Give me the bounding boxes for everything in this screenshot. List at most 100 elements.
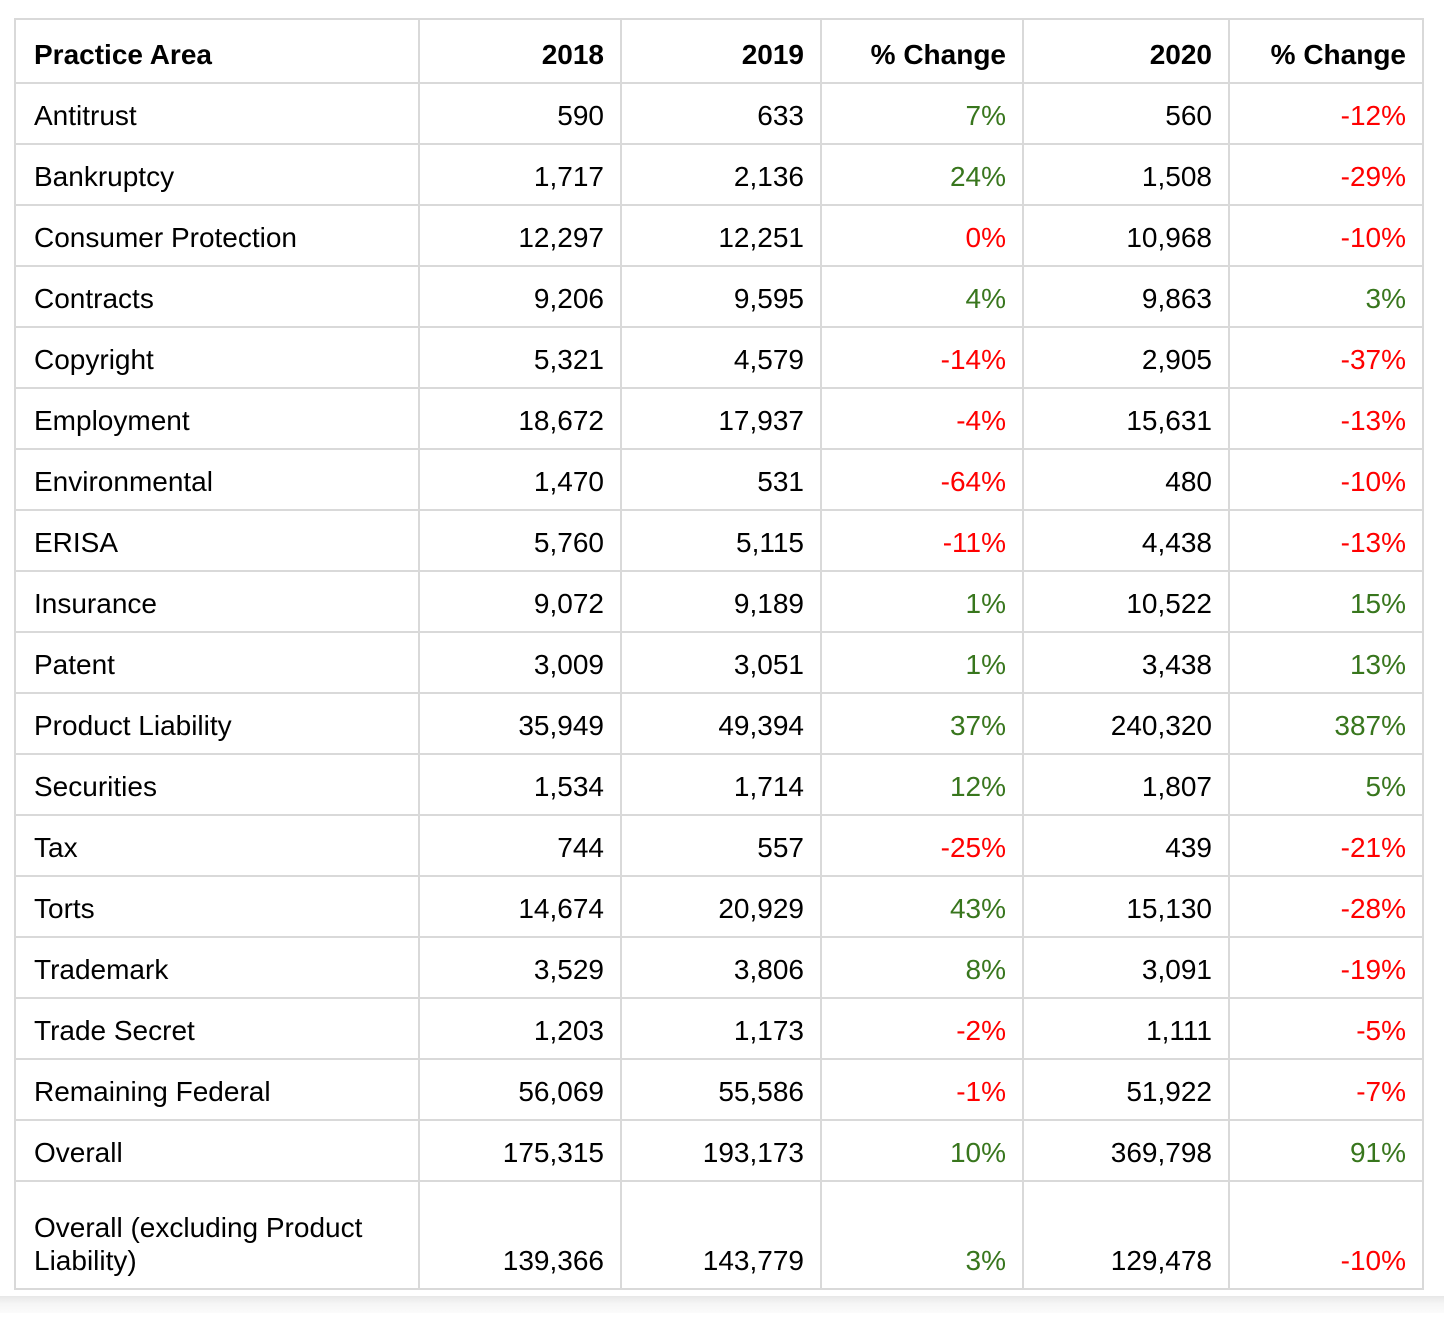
- practice-area-cell: Bankruptcy: [14, 143, 420, 206]
- value-2020-cell: 480: [1022, 448, 1230, 511]
- change-2020-cell: -10%: [1228, 448, 1424, 511]
- practice-area-cell: Environmental: [14, 448, 420, 511]
- change-2020-cell: -19%: [1228, 936, 1424, 999]
- value-2018-cell: 56,069: [418, 1058, 622, 1121]
- practice-area-table: Practice Area 2018 2019 % Change 2020 % …: [14, 18, 1424, 1290]
- change-2020-cell: 387%: [1228, 692, 1424, 755]
- value-2020-cell: 3,091: [1022, 936, 1230, 999]
- value-2019-cell: 193,173: [620, 1119, 822, 1182]
- table-row: Trademark 3,529 3,806 8% 3,091 -19%: [14, 936, 1424, 999]
- table-row: Overall 175,315 193,173 10% 369,798 91%: [14, 1119, 1424, 1182]
- value-2020-cell: 15,631: [1022, 387, 1230, 450]
- value-2018-cell: 5,321: [418, 326, 622, 389]
- value-2019-cell: 12,251: [620, 204, 822, 267]
- change-2019-cell: -25%: [820, 814, 1024, 877]
- value-2018-cell: 1,203: [418, 997, 622, 1060]
- value-2019-cell: 143,779: [620, 1180, 822, 1290]
- practice-area-cell: Remaining Federal: [14, 1058, 420, 1121]
- change-2020-cell: -12%: [1228, 82, 1424, 145]
- value-2020-cell: 129,478: [1022, 1180, 1230, 1290]
- value-2020-cell: 3,438: [1022, 631, 1230, 694]
- value-2018-cell: 35,949: [418, 692, 622, 755]
- value-2018-cell: 9,072: [418, 570, 622, 633]
- column-header-change-2019: % Change: [820, 18, 1024, 84]
- value-2018-cell: 175,315: [418, 1119, 622, 1182]
- value-2019-cell: 1,714: [620, 753, 822, 816]
- change-2019-cell: -11%: [820, 509, 1024, 572]
- value-2020-cell: 240,320: [1022, 692, 1230, 755]
- change-2020-cell: 5%: [1228, 753, 1424, 816]
- change-2020-cell: -10%: [1228, 1180, 1424, 1290]
- value-2019-cell: 20,929: [620, 875, 822, 938]
- change-2019-cell: 12%: [820, 753, 1024, 816]
- value-2020-cell: 1,807: [1022, 753, 1230, 816]
- value-2018-cell: 3,529: [418, 936, 622, 999]
- table-row: Antitrust 590 633 7% 560 -12%: [14, 82, 1424, 145]
- practice-area-cell: Torts: [14, 875, 420, 938]
- change-2019-cell: -1%: [820, 1058, 1024, 1121]
- value-2020-cell: 15,130: [1022, 875, 1230, 938]
- value-2018-cell: 1,534: [418, 753, 622, 816]
- value-2018-cell: 139,366: [418, 1180, 622, 1290]
- table-row: Product Liability 35,949 49,394 37% 240,320 3…: [14, 692, 1424, 755]
- table-header: Practice Area 2018 2019 % Change 2020 % …: [14, 18, 1424, 84]
- value-2019-cell: 17,937: [620, 387, 822, 450]
- practice-area-cell: Overall: [14, 1119, 420, 1182]
- change-2020-cell: 91%: [1228, 1119, 1424, 1182]
- change-2019-cell: -64%: [820, 448, 1024, 511]
- table-row: Consumer Protection 12,297 12,251 0% 10,968-…: [14, 204, 1424, 267]
- value-2018-cell: 3,009: [418, 631, 622, 694]
- practice-area-cell: Antitrust: [14, 82, 420, 145]
- change-2019-cell: 0%: [820, 204, 1024, 267]
- practice-area-cell: Insurance: [14, 570, 420, 633]
- value-2019-cell: 9,595: [620, 265, 822, 328]
- practice-area-cell: Overall (excluding Product Liability): [14, 1180, 420, 1290]
- change-2019-cell: 37%: [820, 692, 1024, 755]
- value-2020-cell: 369,798: [1022, 1119, 1230, 1182]
- value-2020-cell: 1,111: [1022, 997, 1230, 1060]
- value-2020-cell: 10,968: [1022, 204, 1230, 267]
- value-2019-cell: 633: [620, 82, 822, 145]
- value-2018-cell: 1,470: [418, 448, 622, 511]
- value-2018-cell: 590: [418, 82, 622, 145]
- practice-area-cell: Patent: [14, 631, 420, 694]
- practice-area-cell: Securities: [14, 753, 420, 816]
- table-row: Environmental 1,470 531 -64% 480 -10%: [14, 448, 1424, 511]
- value-2020-cell: 1,508: [1022, 143, 1230, 206]
- column-header-practice-area: Practice Area: [14, 18, 420, 84]
- change-2019-cell: 10%: [820, 1119, 1024, 1182]
- value-2019-cell: 49,394: [620, 692, 822, 755]
- change-2020-cell: -10%: [1228, 204, 1424, 267]
- value-2020-cell: 9,863: [1022, 265, 1230, 328]
- value-2020-cell: 560: [1022, 82, 1230, 145]
- change-2019-cell: 7%: [820, 82, 1024, 145]
- value-2019-cell: 3,051: [620, 631, 822, 694]
- table-row: Tax 744 557 -25% 439 -21%: [14, 814, 1424, 877]
- value-2018-cell: 744: [418, 814, 622, 877]
- value-2020-cell: 10,522: [1022, 570, 1230, 633]
- practice-area-table-container: Practice Area 2018 2019 % Change 2020 % …: [14, 18, 1444, 1290]
- value-2018-cell: 14,674: [418, 875, 622, 938]
- change-2020-cell: 3%: [1228, 265, 1424, 328]
- change-2020-cell: -28%: [1228, 875, 1424, 938]
- header-row: Practice Area 2018 2019 % Change 2020 % …: [14, 18, 1424, 84]
- table-row: Contracts 9,206 9,595 4% 9,863 3%: [14, 265, 1424, 328]
- change-2020-cell: -13%: [1228, 387, 1424, 450]
- practice-area-cell: Copyright: [14, 326, 420, 389]
- table-row: Bankruptcy 1,717 2,136 24% 1,508 -29%: [14, 143, 1424, 206]
- table-row: Patent 3,009 3,051 1% 3,438 13%: [14, 631, 1424, 694]
- value-2019-cell: 557: [620, 814, 822, 877]
- practice-area-cell: Consumer Protection: [14, 204, 420, 267]
- column-header-2019: 2019: [620, 18, 822, 84]
- value-2019-cell: 55,586: [620, 1058, 822, 1121]
- table-row: Overall (excluding Product Liability) 139…: [14, 1180, 1424, 1290]
- change-2019-cell: 24%: [820, 143, 1024, 206]
- value-2018-cell: 5,760: [418, 509, 622, 572]
- value-2020-cell: 439: [1022, 814, 1230, 877]
- change-2019-cell: 1%: [820, 570, 1024, 633]
- practice-area-cell: Trade Secret: [14, 997, 420, 1060]
- change-2020-cell: -21%: [1228, 814, 1424, 877]
- change-2019-cell: 3%: [820, 1180, 1024, 1290]
- table-body: Antitrust 590 633 7% 560 -12% Bankruptcy 1,717 2…: [14, 82, 1424, 1290]
- change-2020-cell: -37%: [1228, 326, 1424, 389]
